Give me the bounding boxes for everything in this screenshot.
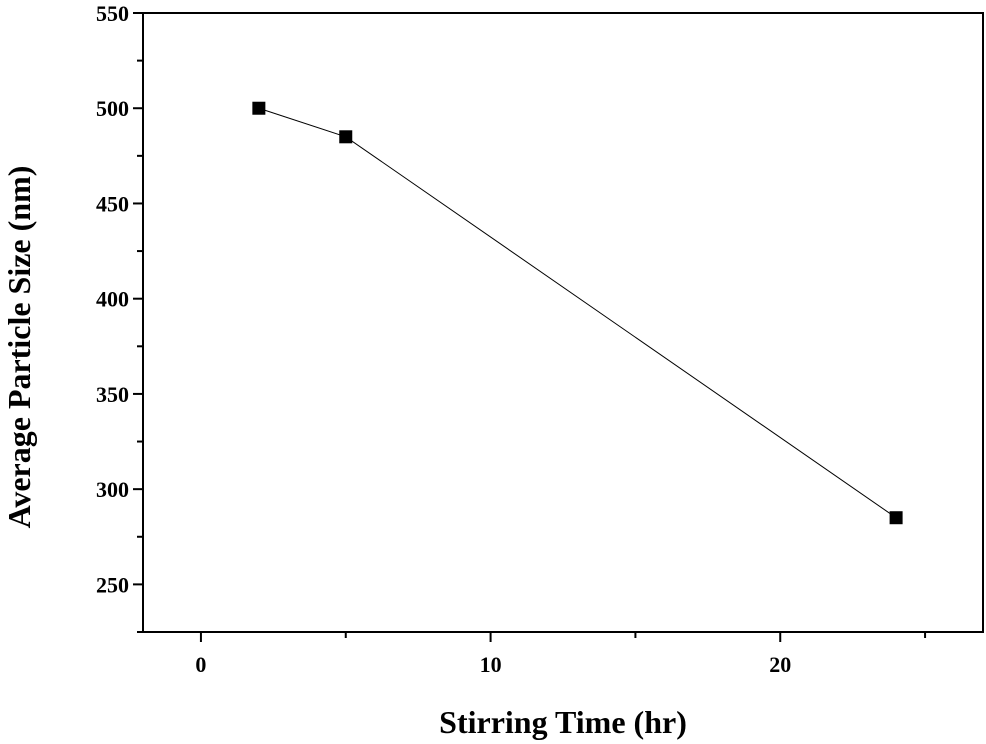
y-tick-label: 250 — [96, 572, 129, 597]
y-tick-label: 450 — [96, 191, 129, 216]
plot-border — [142, 12, 984, 633]
data-point-marker — [889, 511, 903, 525]
data-point-marker — [339, 130, 353, 144]
y-tick-label: 300 — [96, 477, 129, 502]
x-axis: 0 10 20 — [195, 632, 927, 677]
plot-frame — [142, 12, 984, 633]
x-tick-label: 0 — [195, 652, 206, 677]
series-line — [258, 107, 897, 519]
x-axis-title: Stirring Time (hr) — [439, 704, 687, 740]
y-tick-label: 500 — [96, 96, 129, 121]
x-tick-label: 10 — [480, 652, 502, 677]
y-axis: 250 300 350 400 450 500 550 — [96, 1, 143, 633]
data-point-marker — [252, 101, 266, 115]
y-tick-label: 350 — [96, 382, 129, 407]
y-axis-title: Average Particle Size (nm) — [1, 166, 37, 529]
series-layer — [252, 101, 903, 525]
x-tick-label: 20 — [769, 652, 791, 677]
y-tick-label: 550 — [96, 1, 129, 26]
y-tick-label: 400 — [96, 287, 129, 312]
